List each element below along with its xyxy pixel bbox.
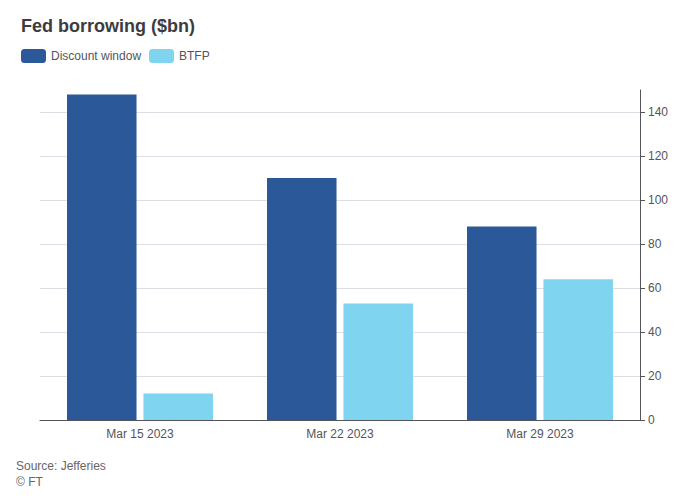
svg-text:Discount window: Discount window xyxy=(51,49,141,63)
svg-text:140: 140 xyxy=(648,105,668,119)
svg-text:Source: Jefferies: Source: Jefferies xyxy=(16,459,106,473)
svg-text:20: 20 xyxy=(648,369,662,383)
svg-text:BTFP: BTFP xyxy=(179,49,210,63)
svg-text:© FT: © FT xyxy=(16,475,44,489)
svg-text:40: 40 xyxy=(648,325,662,339)
svg-text:0: 0 xyxy=(648,413,655,427)
svg-text:100: 100 xyxy=(648,193,668,207)
svg-text:Mar 22 2023: Mar 22 2023 xyxy=(306,427,374,441)
svg-text:60: 60 xyxy=(648,281,662,295)
svg-text:Fed borrowing ($bn): Fed borrowing ($bn) xyxy=(21,16,195,36)
svg-text:Mar 15 2023: Mar 15 2023 xyxy=(106,427,174,441)
svg-text:80: 80 xyxy=(648,237,662,251)
svg-text:120: 120 xyxy=(648,149,668,163)
svg-text:Mar 29 2023: Mar 29 2023 xyxy=(506,427,574,441)
